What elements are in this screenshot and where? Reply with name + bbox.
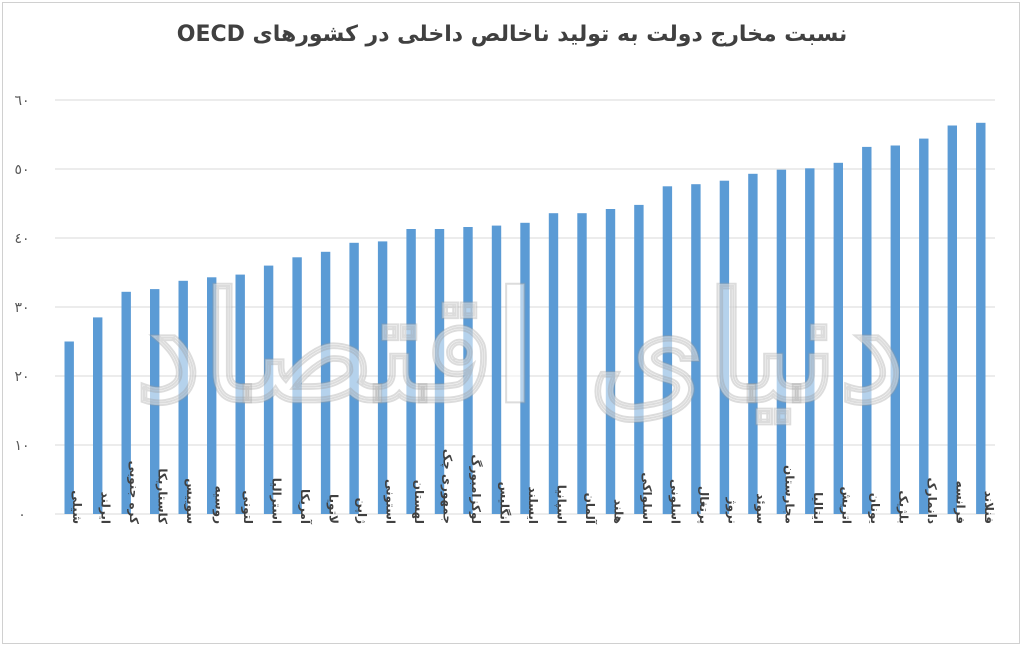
x-tick-label: کره جنوبی (126, 461, 141, 524)
x-tick-label: جمهوری چک (440, 449, 455, 524)
x-tick-label: سوئد (753, 493, 768, 524)
bar (719, 180, 730, 514)
x-tick-label: هلند (612, 499, 626, 524)
bar (207, 277, 217, 514)
bar (292, 257, 302, 514)
x-tick-label: انگلیس (498, 482, 512, 524)
bar (577, 213, 587, 514)
y-tick-label: ١٠ (14, 438, 29, 454)
bar (748, 173, 758, 515)
bar (150, 289, 160, 514)
x-tick-label: لهستان (412, 480, 426, 524)
watermark: دنیای اقتصاد (134, 259, 906, 437)
x-tick-label: ژاپن (355, 498, 369, 524)
bar (463, 227, 473, 514)
x-tick-label: ایرلند (99, 492, 113, 524)
x-tick-label: پرتغال (697, 486, 711, 524)
bar (178, 280, 188, 514)
bar (349, 242, 359, 515)
x-axis-ticks: شیلی ایرلند کره جنوبی کاستاریکا سوییس روسیه لت… (70, 449, 996, 525)
watermark-text: دنیای اقتصاد (135, 260, 905, 436)
x-tick-label: نروژ (724, 497, 739, 524)
bar (805, 168, 815, 515)
x-tick-label: آلمان (583, 493, 598, 525)
bar (605, 209, 616, 514)
bar (121, 291, 131, 514)
x-tick-label: دانمارک (925, 477, 939, 524)
y-tick-label: ٢٠ (14, 369, 29, 385)
bar (662, 186, 673, 515)
bar (833, 162, 843, 515)
y-tick-label: ٠ (18, 507, 26, 523)
bars (64, 122, 986, 515)
bar (947, 125, 957, 514)
x-tick-label: اسلواکی (639, 472, 654, 524)
bar (634, 204, 644, 514)
x-tick-label: یونان (867, 493, 882, 524)
bar (263, 265, 274, 514)
x-tick-label: آمریکا (298, 489, 313, 525)
bar (320, 251, 331, 515)
x-tick-label: استرالیا (270, 478, 284, 524)
bar (862, 146, 872, 514)
bar (890, 145, 900, 514)
x-tick-label: لتونی (240, 490, 255, 524)
x-tick-label: شیلی (70, 490, 84, 524)
y-tick-label: ٥٠ (14, 162, 29, 178)
bar (919, 138, 929, 514)
bar (434, 229, 445, 514)
x-tick-label: اسلونی (667, 479, 682, 524)
x-tick-label: مجارستان (782, 465, 796, 524)
bar (691, 184, 701, 514)
x-tick-label: روسیه (212, 486, 227, 524)
bar (235, 274, 245, 514)
bar (491, 225, 502, 514)
x-tick-label: لوکزامبورگ (468, 454, 484, 524)
bar (377, 241, 388, 514)
chart-title: نسبت مخارج دولت به تولید ناخالص داخلی در… (176, 22, 848, 47)
bar (406, 229, 416, 514)
x-tick-label: اتریش (839, 486, 853, 524)
bar (776, 169, 787, 514)
y-tick-label: ٦٠ (14, 93, 29, 109)
y-axis-ticks: ٠ ١٠ ٢٠ ٣٠ ٤٠ ٥٠ ٦٠ (14, 93, 29, 523)
y-tick-label: ٤٠ (14, 231, 29, 247)
bar (64, 341, 74, 514)
x-tick-label: ایسلند (526, 486, 540, 524)
x-tick-label: ایتالیا (811, 492, 825, 524)
x-tick-label: کاستاریکا (156, 468, 170, 524)
x-tick-label: فرانسه (953, 481, 967, 524)
x-tick-label: استونی (383, 479, 398, 524)
bar (520, 222, 530, 515)
bar (93, 317, 103, 514)
x-tick-label: سوییس (183, 478, 198, 524)
bar (976, 122, 986, 515)
y-tick-label: ٣٠ (14, 300, 29, 316)
bar (548, 213, 559, 514)
x-tick-label: فنلاند (982, 491, 996, 524)
x-tick-label: اسپانیا (555, 485, 569, 524)
x-tick-label: لاتویا (326, 494, 341, 524)
x-tick-label: بلژیک (896, 490, 910, 524)
